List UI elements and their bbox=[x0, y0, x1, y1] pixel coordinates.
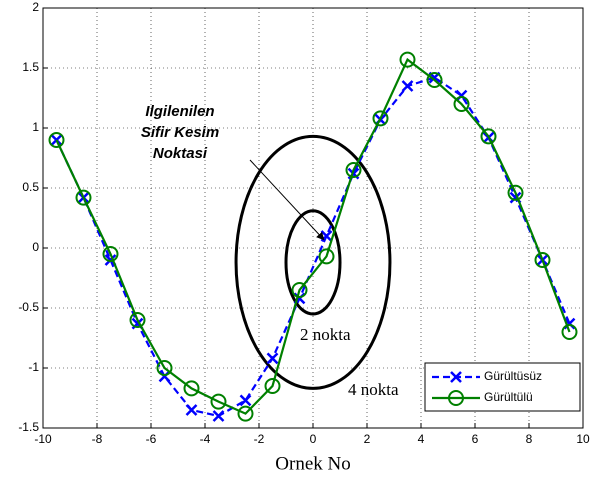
y-tick-label: 0 bbox=[32, 240, 39, 254]
ellipse-inner bbox=[284, 209, 342, 316]
x-marker bbox=[401, 80, 414, 92]
annotation-text: Ilgilenilen bbox=[145, 103, 214, 120]
ellipse-outer bbox=[234, 134, 392, 390]
x-tick-label: -2 bbox=[254, 432, 265, 446]
x-tick-label: -8 bbox=[92, 432, 103, 446]
x-marker bbox=[266, 352, 279, 365]
x-tick-label: -4 bbox=[200, 432, 211, 446]
circle-marker bbox=[129, 312, 146, 328]
legend-label: Gürültüsüz bbox=[484, 369, 542, 383]
circle-marker bbox=[399, 51, 416, 68]
y-tick-label: -1 bbox=[28, 360, 39, 374]
axes-box bbox=[42, 7, 584, 429]
x-tick-label: -10 bbox=[34, 432, 52, 446]
x-marker bbox=[212, 410, 225, 422]
y-tick-label: 1.5 bbox=[22, 60, 39, 74]
circle-marker bbox=[210, 393, 227, 410]
circle-marker bbox=[534, 252, 551, 268]
legend-marker bbox=[448, 390, 464, 406]
annotation-text: Noktasi bbox=[153, 145, 208, 162]
x-tick-label: 2 bbox=[364, 432, 371, 446]
legend-label: Gürültülü bbox=[484, 390, 533, 404]
x-tick-label: 4 bbox=[418, 432, 425, 446]
circle-marker bbox=[102, 246, 119, 262]
circle-marker bbox=[183, 380, 200, 397]
circle-marker bbox=[507, 184, 524, 201]
x-marker bbox=[185, 404, 198, 416]
y-tick-label: -1.5 bbox=[18, 420, 39, 434]
circle-marker bbox=[291, 282, 308, 298]
x-tick-label: 10 bbox=[576, 432, 590, 446]
annotation-arrow bbox=[249, 159, 325, 241]
x-axis-label: Ornek No bbox=[275, 453, 350, 474]
circle-marker bbox=[561, 324, 578, 340]
y-tick-label: -0.5 bbox=[18, 300, 39, 314]
circle-marker bbox=[318, 248, 335, 265]
circle-marker bbox=[426, 72, 443, 88]
y-tick-label: 2 bbox=[32, 0, 39, 14]
x-marker bbox=[239, 394, 252, 407]
circle-marker bbox=[480, 128, 497, 145]
circle-marker bbox=[372, 110, 389, 127]
legend: Gürültüsüz Gürültülü bbox=[424, 362, 581, 412]
circle-marker bbox=[75, 189, 92, 206]
plot-area bbox=[43, 8, 583, 428]
circle-marker bbox=[453, 96, 470, 112]
circle-marker bbox=[237, 405, 254, 422]
annotation-text: 2 nokta bbox=[300, 325, 351, 344]
circle-marker bbox=[345, 162, 362, 178]
annotation-text: Sifir Kesim bbox=[141, 124, 219, 141]
y-tick-label: 1 bbox=[32, 120, 39, 134]
legend-marker bbox=[450, 371, 462, 383]
y-tick-label: 0.5 bbox=[22, 180, 39, 194]
circle-marker bbox=[264, 378, 281, 394]
circle-marker bbox=[48, 132, 65, 148]
circle-marker bbox=[156, 360, 173, 376]
x-tick-label: 0 bbox=[310, 432, 317, 446]
x-tick-label: 6 bbox=[472, 432, 479, 446]
annotation-text: 4 nokta bbox=[348, 380, 399, 399]
x-tick-label: -6 bbox=[146, 432, 157, 446]
x-tick-label: 8 bbox=[526, 432, 533, 446]
